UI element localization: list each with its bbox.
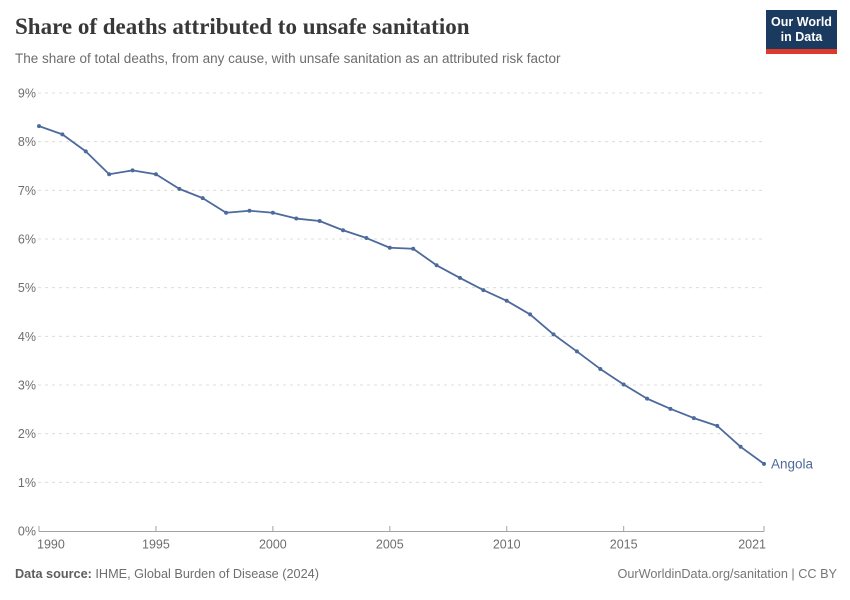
data-point (200, 196, 205, 201)
x-tick-label: 2005 (376, 538, 404, 552)
y-tick-label: 5% (18, 281, 36, 295)
chart-subtitle: The share of total deaths, from any caus… (15, 51, 561, 66)
data-point (738, 444, 743, 449)
data-point (528, 312, 533, 317)
line-chart: 0% 1% 2% 3% 4% 5% 6% 7% 8% 9% 1990 1995 2000 2005 2010… (18, 87, 814, 552)
data-point (60, 132, 65, 137)
y-tick-label: 8% (18, 135, 36, 149)
owid-logo-line2: in Data (780, 30, 823, 44)
owid-logo[interactable]: Our World in Data (766, 10, 837, 54)
data-point (153, 172, 158, 177)
data-point (762, 461, 766, 466)
x-tick-label: 2000 (259, 538, 287, 552)
data-point (691, 416, 696, 421)
y-tick-label: 2% (18, 427, 36, 441)
x-tick-label: 2021 (738, 538, 766, 552)
data-point (621, 382, 626, 387)
series-line-angola (38, 125, 765, 465)
data-point (270, 210, 275, 215)
x-tick-label: 2015 (610, 538, 638, 552)
data-point (598, 366, 603, 371)
data-point (645, 396, 650, 401)
data-point (130, 168, 135, 173)
data-source-text: IHME, Global Burden of Disease (2024) (91, 567, 319, 581)
series-label-angola: Angola (771, 456, 814, 471)
data-point (364, 236, 369, 241)
x-tick-label: 1990 (37, 538, 65, 552)
data-point (481, 288, 486, 293)
x-tick-label: 1995 (142, 538, 170, 552)
y-tick-label: 1% (18, 476, 36, 490)
data-point (224, 210, 229, 215)
y-tick-label: 9% (18, 87, 36, 101)
data-point (247, 208, 252, 213)
x-tick-label: 2010 (493, 538, 521, 552)
y-tick-label: 3% (18, 379, 36, 393)
data-point (107, 172, 112, 177)
data-point (317, 218, 322, 223)
owid-credit-link[interactable]: OurWorldinData.org/sanitation | CC BY (617, 567, 837, 581)
data-point (457, 275, 462, 280)
data-point (551, 332, 556, 337)
data-point (341, 228, 346, 233)
data-source: Data source: IHME, Global Burden of Dise… (15, 567, 319, 581)
y-tick-label: 6% (18, 233, 36, 247)
data-point (294, 216, 299, 221)
data-point (715, 423, 720, 428)
data-point (574, 349, 579, 354)
data-source-label: Data source: (15, 567, 92, 581)
data-point (434, 263, 439, 268)
y-tick-label: 0% (18, 525, 36, 539)
data-point (504, 298, 509, 303)
data-point (668, 406, 673, 411)
y-tick-label: 7% (18, 184, 36, 198)
data-point (83, 149, 88, 154)
data-point (177, 186, 182, 191)
chart-title: Share of deaths attributed to unsafe san… (15, 14, 470, 39)
chart-footer: Data source: IHME, Global Burden of Dise… (15, 567, 837, 581)
owid-logo-line1: Our World (771, 15, 832, 29)
data-point (37, 124, 41, 129)
y-tick-label: 4% (18, 330, 36, 344)
data-point (387, 245, 392, 250)
data-point (411, 246, 416, 251)
